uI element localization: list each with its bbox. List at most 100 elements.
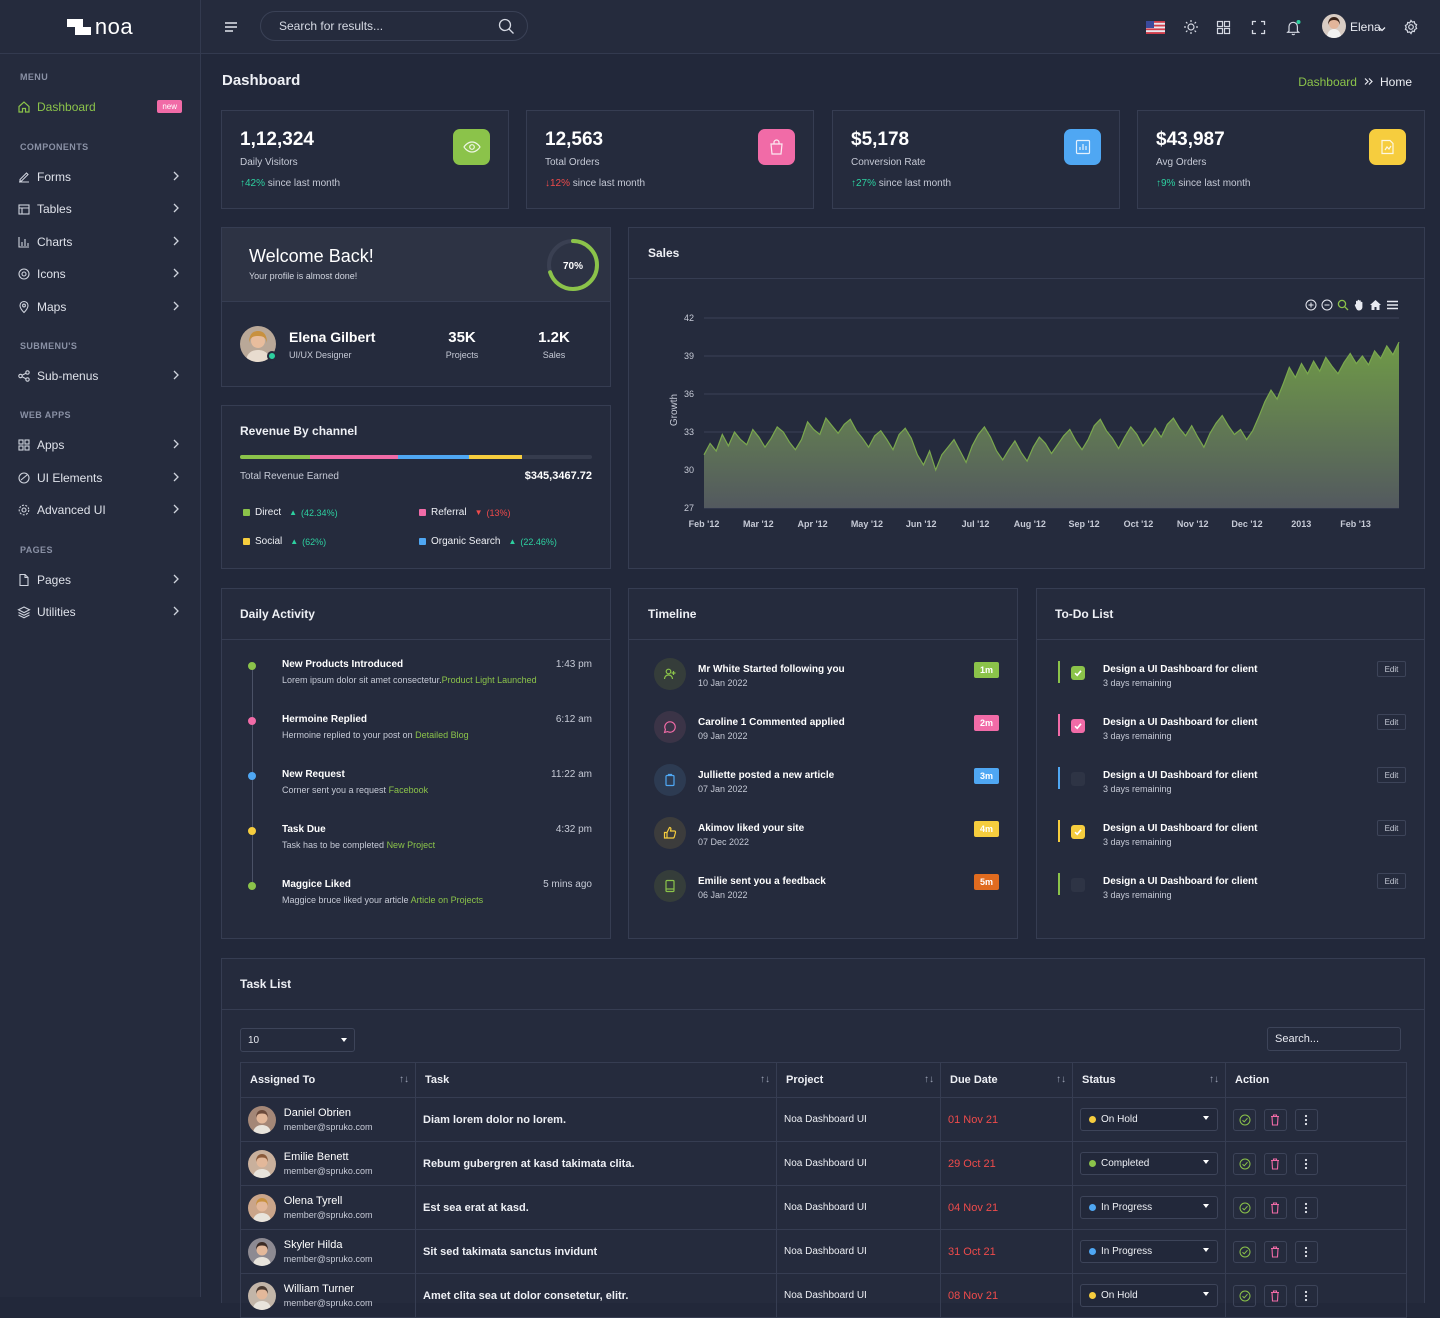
user-avatar[interactable]: [1322, 14, 1346, 38]
sort-icon[interactable]: ↑↓: [924, 1074, 934, 1085]
todo-edit-button[interactable]: Edit: [1377, 661, 1406, 677]
apps-grid-icon[interactable]: [1213, 17, 1233, 37]
breadcrumb-item-dashboard[interactable]: Dashboard: [1298, 75, 1357, 89]
chevron-right-icon: [172, 170, 180, 185]
chart-menu-icon[interactable]: [1386, 299, 1399, 314]
more-vertical-icon: [1304, 1114, 1308, 1125]
cell-assigned: Olena Tyrell member@spruko.com: [240, 1185, 416, 1230]
todo-edit-button[interactable]: Edit: [1377, 820, 1406, 836]
caret-down-icon: [1203, 1204, 1209, 1208]
more-button[interactable]: [1294, 1108, 1318, 1131]
cell-action: [1225, 1141, 1407, 1186]
x-tick-label: Nov '12: [1177, 519, 1209, 529]
double-chevron-icon: [1364, 75, 1373, 89]
sidebar-item-maps[interactable]: Maps: [16, 295, 186, 319]
sun-icon[interactable]: [1181, 17, 1201, 37]
sidebar-item-icons[interactable]: Icons: [16, 262, 186, 286]
status-select[interactable]: In Progress: [1080, 1196, 1218, 1219]
fullscreen-icon[interactable]: [1248, 17, 1268, 37]
todo-checkbox[interactable]: [1071, 878, 1085, 892]
more-button[interactable]: [1294, 1152, 1318, 1175]
delete-button[interactable]: [1263, 1108, 1287, 1131]
status-select[interactable]: Completed: [1080, 1152, 1218, 1175]
more-button[interactable]: [1294, 1196, 1318, 1219]
todo-checkbox[interactable]: [1071, 666, 1085, 680]
user-name[interactable]: Elena: [1350, 20, 1381, 34]
activity-link[interactable]: Product Light Launched: [441, 675, 537, 685]
zoom-out-icon[interactable]: [1321, 299, 1333, 314]
sidebar-item-ui-elements[interactable]: UI Elements: [16, 466, 186, 490]
status-dot: [1089, 1160, 1096, 1167]
edit-icon: [16, 169, 32, 185]
sidebar-item-forms[interactable]: Forms: [16, 165, 186, 189]
approve-button[interactable]: [1233, 1152, 1256, 1175]
us-flag-icon[interactable]: [1145, 17, 1165, 37]
settings-gear-icon[interactable]: [1401, 17, 1421, 37]
approve-button[interactable]: [1233, 1196, 1256, 1219]
sidebar-item-tables[interactable]: Tables: [16, 197, 186, 221]
todo-checkbox[interactable]: [1071, 825, 1085, 839]
column-header-assigned[interactable]: Assigned To ↑↓: [240, 1062, 416, 1098]
activity-link[interactable]: Detailed Blog: [415, 730, 469, 740]
sidebar-item-dashboard[interactable]: Dashboard new: [16, 95, 186, 119]
activity-link[interactable]: New Project: [386, 840, 436, 850]
pan-hand-icon[interactable]: [1353, 299, 1365, 314]
bell-icon[interactable]: [1283, 17, 1303, 37]
delete-button[interactable]: [1263, 1196, 1287, 1219]
approve-button[interactable]: [1233, 1284, 1256, 1307]
column-header-task[interactable]: Task ↑↓: [415, 1062, 777, 1098]
sort-icon[interactable]: ↑↓: [1209, 1074, 1219, 1085]
sidebar-item-charts[interactable]: Charts: [16, 230, 186, 254]
more-button[interactable]: [1294, 1284, 1318, 1307]
activity-link[interactable]: Facebook: [388, 785, 429, 795]
magnifier-icon[interactable]: [1337, 299, 1349, 314]
menu-toggle-icon[interactable]: [221, 17, 241, 37]
sort-icon[interactable]: ↑↓: [760, 1074, 770, 1085]
search-icon[interactable]: [498, 18, 515, 38]
search-input[interactable]: Search for results...: [260, 11, 528, 41]
legend-swatch: [243, 538, 250, 545]
sort-icon[interactable]: ↑↓: [399, 1074, 409, 1085]
approve-button[interactable]: [1233, 1240, 1256, 1263]
page-size-select[interactable]: 10: [240, 1028, 355, 1052]
todo-checkbox[interactable]: [1071, 772, 1085, 786]
chevron-right-icon: [172, 503, 180, 518]
arrow-up-icon: ↑: [240, 178, 245, 189]
delete-button[interactable]: [1263, 1284, 1287, 1307]
revenue-title: Revenue By channel: [240, 424, 358, 438]
todo-edit-button[interactable]: Edit: [1377, 873, 1406, 889]
trash-icon: [1271, 1245, 1280, 1258]
cell-project: Noa Dashboard UI: [776, 1229, 941, 1274]
more-button[interactable]: [1294, 1240, 1318, 1263]
column-header-due-date[interactable]: Due Date ↑↓: [940, 1062, 1073, 1098]
status-select[interactable]: In Progress: [1080, 1240, 1218, 1263]
todo-checkbox[interactable]: [1071, 719, 1085, 733]
status-select[interactable]: On Hold: [1080, 1284, 1218, 1307]
status-select[interactable]: On Hold: [1080, 1108, 1218, 1131]
table-row: Olena Tyrell member@spruko.com Est sea e…: [240, 1185, 1407, 1230]
sidebar-item-sub-menus[interactable]: Sub-menus: [16, 364, 186, 388]
zoom-in-icon[interactable]: [1305, 299, 1317, 314]
app-logo[interactable]: noa: [0, 0, 200, 54]
reset-home-icon[interactable]: [1369, 299, 1382, 314]
column-header-project[interactable]: Project ↑↓: [776, 1062, 941, 1098]
table-icon: [16, 201, 32, 217]
column-header-status[interactable]: Status ↑↓: [1072, 1062, 1226, 1098]
assignee-email: member@spruko.com: [283, 1254, 373, 1264]
todo-edit-button[interactable]: Edit: [1377, 767, 1406, 783]
file-icon: [16, 572, 32, 588]
delete-button[interactable]: [1263, 1152, 1287, 1175]
sidebar-item-utilities[interactable]: Utilities: [16, 600, 186, 624]
sort-icon[interactable]: ↑↓: [1056, 1074, 1066, 1085]
todo-edit-button[interactable]: Edit: [1377, 714, 1406, 730]
chart-toolbar: [1305, 299, 1399, 314]
chevron-down-icon[interactable]: [1378, 21, 1386, 36]
table-search-input[interactable]: Search...: [1267, 1027, 1401, 1051]
sidebar-item-pages[interactable]: Pages: [16, 568, 186, 592]
sidebar-item-advanced-ui[interactable]: Advanced UI: [16, 498, 186, 522]
delete-button[interactable]: [1263, 1240, 1287, 1263]
activity-link[interactable]: Article on Projects: [410, 895, 484, 905]
sidebar-item-apps[interactable]: Apps: [16, 433, 186, 457]
stat-label: Conversion Rate: [851, 157, 926, 168]
approve-button[interactable]: [1233, 1108, 1256, 1131]
